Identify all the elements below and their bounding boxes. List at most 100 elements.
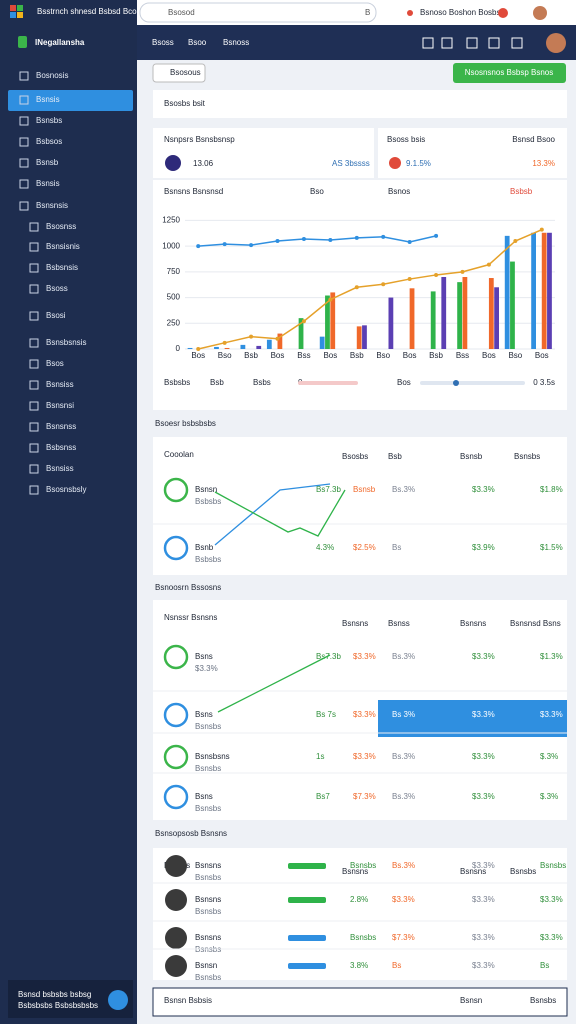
item-icon xyxy=(29,464,39,474)
y-tick-label: 250 xyxy=(167,318,181,327)
nav-link[interactable]: Bsoo xyxy=(188,38,207,47)
label: $7.3% xyxy=(392,933,415,942)
label: $.3% xyxy=(540,752,558,761)
label: Bsnsbs xyxy=(540,861,566,870)
nav-item[interactable]: Bsoss xyxy=(46,284,68,293)
brand-icon xyxy=(18,36,27,48)
label: $3.3% xyxy=(472,792,495,801)
avatar xyxy=(546,33,566,53)
label: Bsnos xyxy=(388,187,410,196)
nav-item[interactable]: Bsnsb xyxy=(36,158,59,167)
item-icon xyxy=(29,401,39,411)
nav-item[interactable]: Bsbsnss xyxy=(46,443,76,452)
nav-item[interactable]: Bsnsisnis xyxy=(46,242,80,251)
bar xyxy=(510,261,515,349)
y-tick-label: 0 xyxy=(176,344,181,353)
bar xyxy=(224,347,230,349)
label: $3.3% xyxy=(392,895,415,904)
nav-item[interactable]: Bsnsis xyxy=(36,179,60,188)
line-point xyxy=(407,240,412,245)
label: $3.3% xyxy=(472,895,495,904)
line-point xyxy=(460,269,465,274)
label: Bs7 xyxy=(316,792,330,801)
nav-item[interactable]: Bsnsiss xyxy=(46,380,74,389)
label: Bsnsn Bsbsis xyxy=(164,996,212,1005)
label: Bsnsns xyxy=(460,867,486,876)
nav-item[interactable]: Bsosnss xyxy=(46,222,76,231)
line-point xyxy=(249,243,254,248)
label: Bsnsbs xyxy=(195,907,221,916)
label: Bsnsbs xyxy=(514,452,540,461)
line-point xyxy=(275,336,280,341)
nav-link[interactable]: Bsnoss xyxy=(223,38,249,47)
y-tick-label: 1000 xyxy=(162,241,180,250)
label: $3.3% xyxy=(472,933,495,942)
item-icon xyxy=(19,179,29,189)
nav-item[interactable]: Bosnosis xyxy=(36,71,68,80)
nav-item[interactable]: Bsnsiss xyxy=(46,464,74,473)
progress xyxy=(288,897,326,903)
label[interactable]: Bsosous xyxy=(170,68,201,77)
label: Bs.3% xyxy=(392,792,415,801)
label: Bsb xyxy=(210,378,224,387)
x-tick-label: Bos xyxy=(535,351,549,360)
bar xyxy=(256,345,262,349)
label: Bsnsbs xyxy=(195,804,221,813)
label: Bsnsb xyxy=(460,452,483,461)
nav-item[interactable]: Bsos xyxy=(46,359,64,368)
bar xyxy=(488,278,494,349)
label[interactable]: Nsosnsnos Bsbsp Bsnos xyxy=(465,68,554,77)
label: $1.5% xyxy=(540,543,563,552)
nav-link[interactable]: Bsoss xyxy=(152,38,174,47)
nav-icon xyxy=(466,37,478,49)
label: 13.06 xyxy=(193,159,214,168)
line-point xyxy=(301,236,306,241)
progress xyxy=(288,935,326,941)
nav-item[interactable]: Bsnsnsis xyxy=(36,201,68,210)
x-tick-label: Bos xyxy=(403,351,417,360)
line-point xyxy=(486,262,491,267)
nav-item[interactable]: Bsnsbs xyxy=(36,116,62,125)
label: Bs 7s xyxy=(316,710,336,719)
line-point xyxy=(196,347,201,351)
item-icon xyxy=(29,380,39,390)
label: Bsnsnsd Bsns xyxy=(510,619,561,628)
x-tick-label: Bsb xyxy=(244,351,258,360)
label: $2.5% xyxy=(353,543,376,552)
label: Bsosbs bsit xyxy=(164,99,206,108)
nav-icon xyxy=(511,37,523,49)
nav-bar xyxy=(137,25,576,60)
bar xyxy=(441,277,447,349)
nav-item[interactable]: Bsnsnss xyxy=(46,422,76,431)
label: Bsosbs xyxy=(342,452,368,461)
label: Bsoesr bsbsbsbs xyxy=(155,419,216,428)
trend-line xyxy=(214,489,346,537)
line-point xyxy=(249,334,254,339)
avatar xyxy=(165,855,187,877)
kpi-icon xyxy=(389,157,401,169)
label: Bsnsns xyxy=(195,933,221,942)
nav-item[interactable]: Bsosnsbsly xyxy=(46,485,86,494)
nav-item[interactable]: Bsbsos xyxy=(36,137,62,146)
label: 13.3% xyxy=(532,159,555,168)
search-input[interactable]: Bsosod xyxy=(168,8,195,17)
label: Bsnsbs xyxy=(195,945,221,954)
label: Bsstrnch shnesd Bsbsd Bcosbsss xyxy=(37,7,157,16)
label: Bs xyxy=(392,961,401,970)
nav-item[interactable]: Bsnsbsnsis xyxy=(46,338,86,347)
nav-item[interactable]: Bsnsnsi xyxy=(46,401,74,410)
nav-item[interactable]: Bsnsis xyxy=(36,95,60,104)
bar xyxy=(409,288,415,349)
nav-item[interactable]: Bsbsnsis xyxy=(46,263,78,272)
label: Bso xyxy=(310,187,324,196)
bar xyxy=(325,295,330,349)
item-icon xyxy=(29,284,39,294)
label: Bsnoso Boshon Bosbsd xyxy=(420,8,505,17)
nav-item[interactable]: Bsosi xyxy=(46,311,66,320)
x-tick-label: Bss xyxy=(456,351,469,360)
button xyxy=(152,63,206,83)
avatar xyxy=(533,6,547,20)
label: 4.3% xyxy=(316,543,334,552)
bar xyxy=(319,336,325,349)
bar xyxy=(541,232,547,349)
